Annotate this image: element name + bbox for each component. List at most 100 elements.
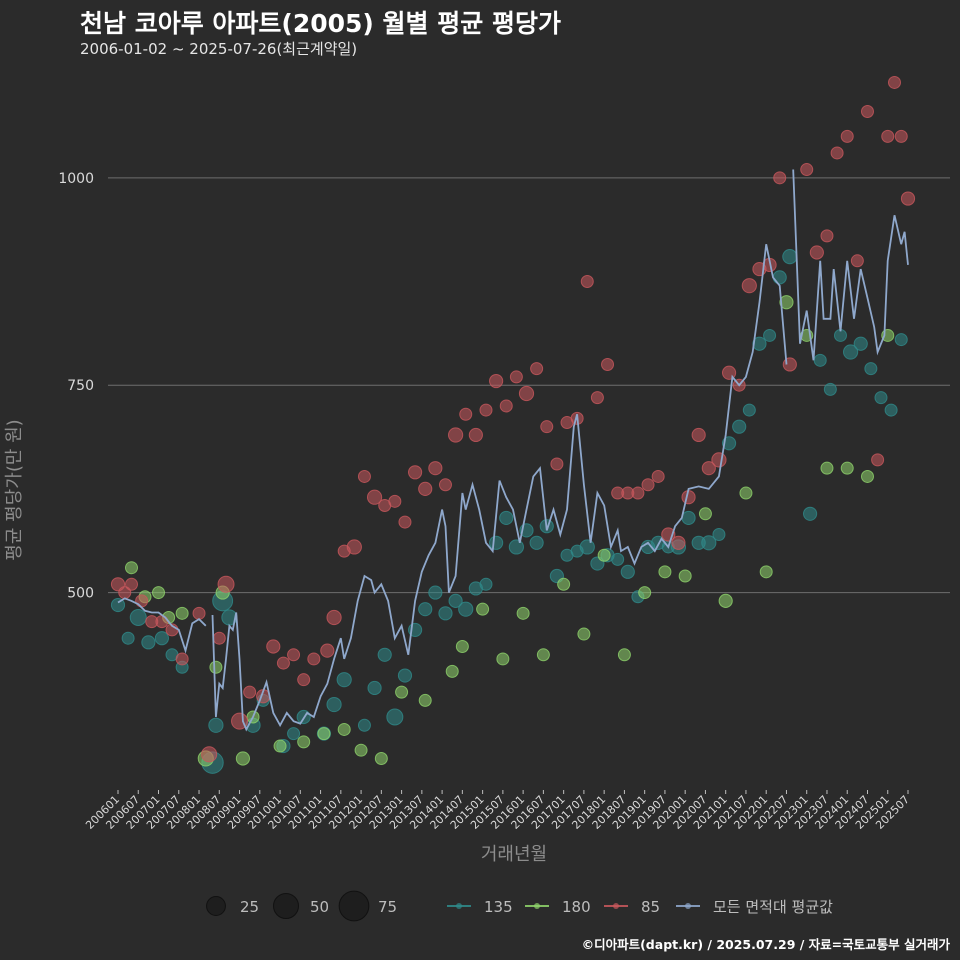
- point-180: [718, 593, 733, 608]
- grid-lines: [108, 177, 950, 594]
- point-135: [742, 403, 756, 417]
- point-135: [336, 672, 352, 688]
- x-axis-ticks: 2006012006072007012007072008012008072009…: [83, 790, 912, 832]
- point-180: [152, 586, 166, 600]
- point-180: [175, 606, 189, 620]
- point-85: [499, 399, 513, 413]
- point-135: [803, 506, 818, 521]
- y-tick-label: 750: [67, 378, 94, 394]
- point-180: [840, 461, 854, 475]
- point-135: [129, 608, 147, 626]
- point-85: [540, 420, 554, 434]
- point-85: [809, 245, 824, 260]
- point-85: [428, 461, 443, 476]
- point-85: [418, 481, 433, 496]
- point-135: [357, 718, 371, 732]
- point-85: [800, 163, 814, 177]
- point-135: [884, 403, 898, 417]
- point-85: [590, 391, 604, 405]
- point-85: [701, 461, 716, 476]
- point-135: [813, 353, 827, 367]
- point-135: [448, 593, 463, 608]
- point-85: [641, 478, 655, 492]
- point-85: [580, 275, 594, 289]
- point-135: [853, 336, 868, 351]
- legend-label: 85: [641, 898, 660, 916]
- point-135: [701, 535, 717, 551]
- point-180: [516, 606, 530, 620]
- point-85: [307, 652, 321, 666]
- point-135: [611, 552, 625, 566]
- point-180: [759, 565, 773, 579]
- point-135: [752, 336, 767, 351]
- point-135: [732, 419, 747, 434]
- point-180: [577, 627, 591, 641]
- point-135: [681, 510, 696, 526]
- point-180: [820, 461, 834, 475]
- chart-subtitle: 2006-01-02 ~ 2025-07-26(최근계약일): [80, 40, 358, 58]
- legend-label: 135: [484, 898, 513, 916]
- point-180: [418, 693, 432, 707]
- point-135: [326, 696, 342, 713]
- point-85: [448, 427, 464, 443]
- point-180: [209, 660, 223, 674]
- point-135: [823, 382, 837, 396]
- point-85: [711, 452, 727, 468]
- point-85: [773, 171, 787, 185]
- point-180: [337, 722, 351, 736]
- average-line: [117, 169, 909, 732]
- point-85: [366, 489, 383, 505]
- point-180: [317, 727, 331, 741]
- point-135: [458, 601, 474, 617]
- point-135: [121, 631, 135, 645]
- y-tick-label: 500: [67, 586, 94, 602]
- point-135: [428, 585, 443, 600]
- point-180: [698, 507, 712, 521]
- point-180: [354, 743, 368, 757]
- size-legend-label: 50: [310, 898, 329, 916]
- point-135: [782, 249, 798, 265]
- point-85: [820, 229, 834, 243]
- point-135: [864, 362, 878, 376]
- point-85: [212, 631, 226, 645]
- point-85: [459, 407, 473, 421]
- point-85: [266, 639, 281, 654]
- point-85: [326, 609, 342, 626]
- point-135: [712, 528, 726, 542]
- size-legend-marker: [338, 890, 370, 922]
- point-85: [398, 515, 412, 529]
- point-135: [489, 535, 504, 550]
- point-85: [651, 469, 665, 483]
- point-180: [860, 469, 874, 483]
- point-180: [476, 602, 490, 616]
- point-85: [509, 370, 523, 384]
- point-85: [125, 577, 139, 591]
- point-180: [597, 548, 611, 562]
- point-135: [508, 539, 524, 555]
- point-85: [850, 254, 864, 268]
- point-135: [377, 647, 392, 662]
- point-180: [617, 648, 631, 662]
- point-135: [529, 535, 544, 550]
- point-180: [496, 652, 510, 666]
- point-135: [894, 333, 908, 347]
- point-85: [900, 191, 916, 206]
- point-85: [408, 465, 423, 480]
- point-180: [557, 577, 571, 591]
- point-85: [671, 535, 686, 550]
- point-180: [638, 586, 652, 600]
- size-legend-marker: [206, 896, 226, 916]
- chart-title: 천남 코아루 아파트(2005) 월별 평균 평당가: [80, 9, 561, 38]
- point-85: [479, 403, 493, 417]
- point-180: [395, 685, 409, 699]
- point-85: [518, 385, 535, 402]
- point-135: [141, 635, 156, 650]
- point-85: [631, 486, 645, 500]
- x-axis-title: 거래년월: [481, 844, 547, 865]
- size-legend-label: 75: [378, 898, 397, 916]
- point-135: [418, 602, 433, 617]
- point-180: [273, 739, 287, 753]
- point-85: [550, 457, 564, 471]
- point-85: [860, 104, 874, 118]
